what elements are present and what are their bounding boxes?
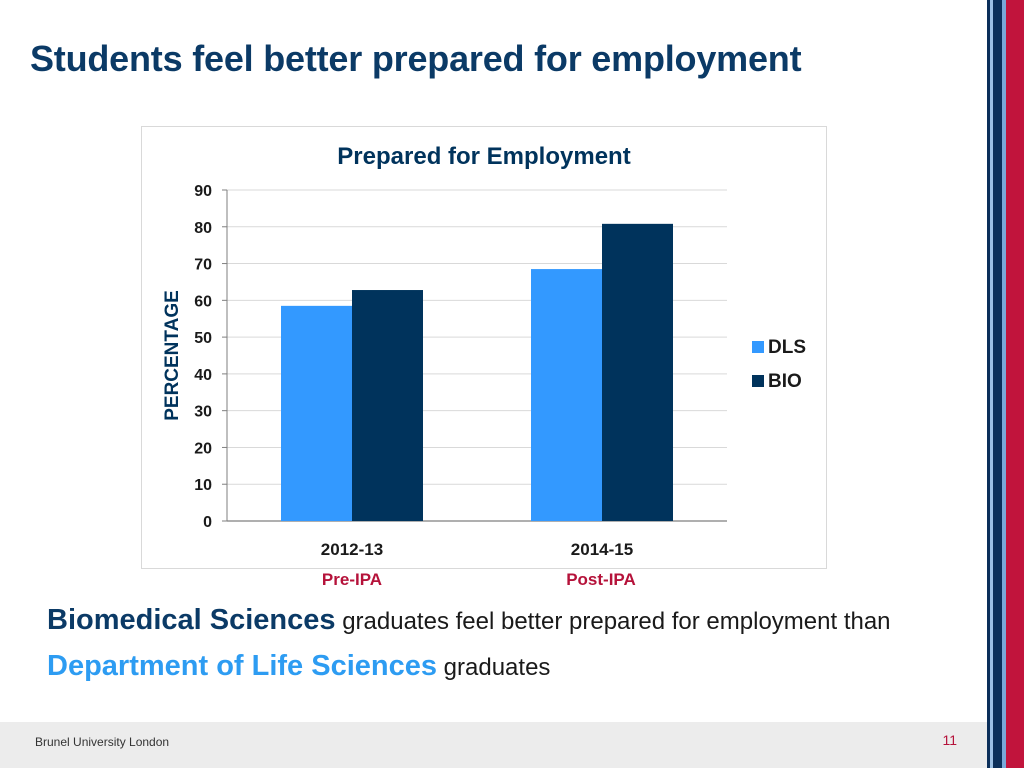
x-tick-label-2014-15: 2014-15 [571, 540, 633, 559]
category-sublabel-post-ipa: Post-IPA [566, 570, 636, 589]
legend-label-bio: BIO [768, 371, 802, 392]
y-tick-label-90: 90 [194, 183, 212, 200]
caption-biomedical-sciences: Biomedical Sciences [47, 604, 336, 636]
y-axis-label: PERCENTAGE [162, 290, 183, 421]
bar-dls-2014-15 [531, 269, 602, 521]
page-number: 11 [942, 732, 957, 748]
legend-label-dls: DLS [768, 337, 806, 358]
y-tick-label-0: 0 [203, 514, 212, 531]
stripe-red [1006, 0, 1024, 768]
stripe-light-blue-right [1002, 0, 1006, 768]
bar-bio-2014-15 [602, 223, 673, 521]
x-tick-label-2012-13: 2012-13 [321, 540, 383, 559]
caption: Biomedical Sciences graduates feel bette… [47, 598, 947, 690]
footer-bar: Brunel University London 11 [0, 722, 987, 768]
stripe-light-blue-left [990, 0, 993, 768]
stripe-navy-left [987, 0, 990, 768]
caption-text-1: graduates feel better prepared for emplo… [335, 608, 891, 635]
bar-dls-2012-13 [281, 305, 352, 521]
y-tick-label-50: 50 [194, 330, 212, 347]
y-tick-label-30: 30 [194, 404, 212, 421]
category-sublabel-pre-ipa: Pre-IPA [321, 570, 383, 589]
slide-title: Students feel better prepared for employ… [30, 38, 802, 79]
footer-university-name: Brunel University London [35, 735, 170, 749]
stripe-navy-main [993, 0, 1002, 768]
legend-swatch-bio [752, 375, 764, 387]
bar-chart: Prepared for Employment 0 10 20 30 40 50 60 70 80… [162, 143, 806, 559]
caption-text-2: graduates [437, 654, 551, 681]
chart-title: Prepared for Employment [337, 143, 630, 170]
y-tick-label-10: 10 [194, 477, 212, 494]
y-tick-label-70: 70 [194, 257, 212, 274]
chart-container: Prepared for Employment 0 10 20 30 40 50 60 70 80… [141, 126, 827, 569]
y-tick-label-40: 40 [194, 367, 212, 384]
legend-swatch-dls [752, 341, 764, 353]
decorative-stripes [987, 0, 1024, 768]
bar-bio-2012-13 [352, 290, 423, 521]
y-tick-label-20: 20 [194, 440, 212, 457]
y-tick-label-60: 60 [194, 293, 212, 310]
caption-department-life-sciences: Department of Life Sciences [47, 650, 437, 682]
y-tick-label-80: 80 [194, 220, 212, 237]
